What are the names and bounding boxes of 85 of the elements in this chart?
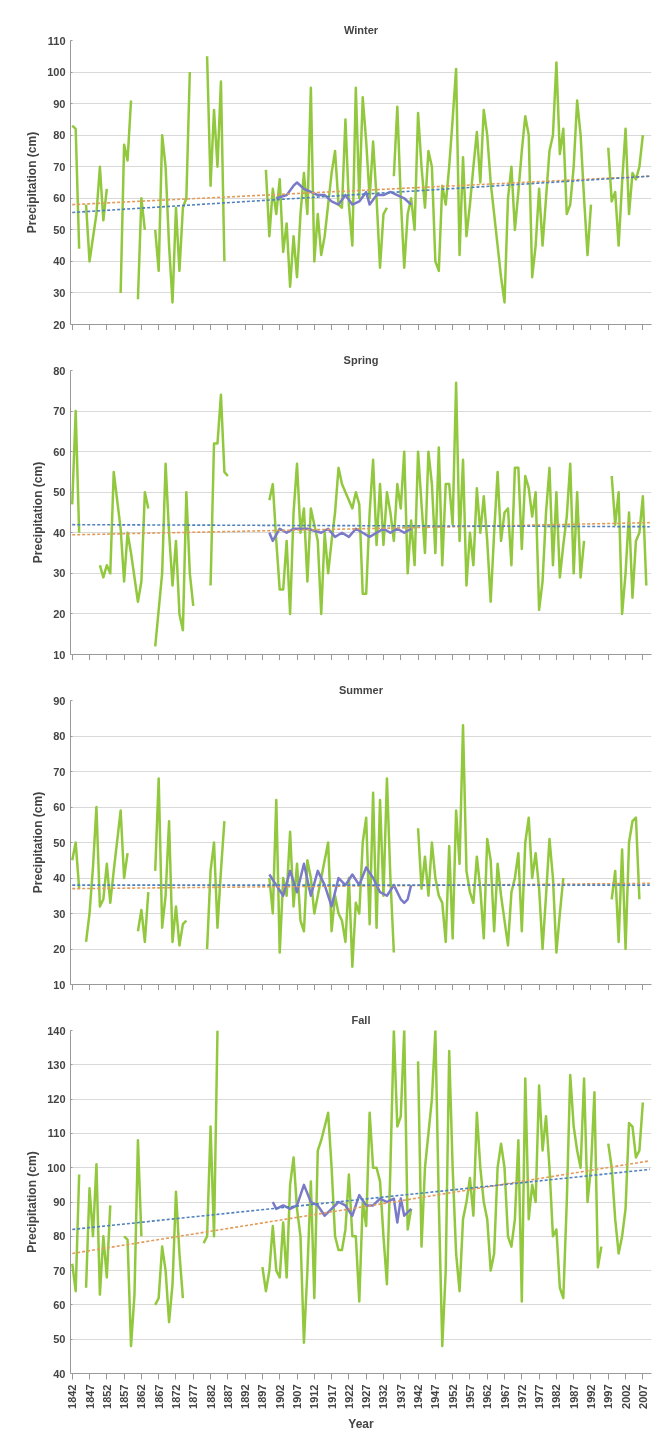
- y-axis-title: Precipitation (cm): [25, 131, 40, 234]
- x-tick-label: 1972: [515, 1384, 528, 1409]
- y-tick-label: 50: [53, 223, 66, 236]
- y-tick-label: 20: [53, 607, 66, 620]
- x-tick-label: 1902: [273, 1384, 286, 1409]
- y-tick-label: 80: [53, 730, 66, 742]
- y-tick-label: 50: [53, 1333, 66, 1346]
- y-tick-label: 60: [53, 1298, 66, 1311]
- y-tick-label: 70: [53, 765, 66, 778]
- y-tick-label: 60: [53, 801, 66, 813]
- y-tick-label: 110: [47, 1127, 66, 1140]
- x-tick-label: 1852: [100, 1384, 113, 1409]
- x-tick-label: 1927: [360, 1384, 373, 1409]
- line-series: [271, 1183, 413, 1224]
- x-tick-label: 1872: [169, 1384, 182, 1409]
- x-tick-label: 1887: [221, 1384, 234, 1409]
- chart-title: Winter: [343, 23, 379, 36]
- y-tick-label: 20: [53, 943, 66, 955]
- line-series: [275, 181, 413, 206]
- x-tick-label: 1867: [152, 1384, 165, 1409]
- chart-title: Spring: [343, 353, 379, 366]
- y-tick-label: 40: [53, 872, 66, 884]
- y-tick-label: 50: [53, 836, 66, 849]
- x-tick-label: 1967: [498, 1384, 511, 1409]
- chart-title: Fall: [351, 1013, 371, 1026]
- x-tick-label: 1912: [308, 1384, 321, 1409]
- x-tick-label: 1982: [550, 1384, 563, 1409]
- x-tick-label: 1882: [204, 1384, 217, 1409]
- y-tick-label: 70: [53, 160, 66, 173]
- x-tick-label: 1857: [118, 1384, 131, 1409]
- y-tick-label: 70: [53, 1264, 66, 1277]
- y-tick-label: 90: [53, 694, 66, 707]
- x-tick-label: 1907: [291, 1384, 304, 1409]
- y-axis-title: Precipitation (cm): [25, 1151, 40, 1253]
- x-tick-label: 1977: [533, 1384, 546, 1409]
- y-tick-label: 60: [53, 445, 66, 458]
- y-tick-label: 120: [47, 1093, 66, 1106]
- y-axis-title: Precipitation (cm): [31, 461, 46, 564]
- y-tick-label: 90: [53, 97, 66, 110]
- x-tick-label: 1937: [394, 1384, 407, 1409]
- x-tick-label: 1892: [239, 1384, 252, 1409]
- x-tick-label: 1987: [567, 1384, 580, 1409]
- x-tick-label: 1862: [135, 1384, 148, 1409]
- y-tick-label: 70: [53, 405, 66, 418]
- y-tick-label: 20: [53, 318, 66, 331]
- line-series: [268, 862, 413, 908]
- x-tick-label: 1942: [412, 1384, 425, 1409]
- x-tick-label: 1947: [429, 1384, 442, 1409]
- y-tick-label: 80: [53, 1230, 66, 1243]
- x-tick-label: 1917: [325, 1384, 338, 1409]
- y-axis-title: Precipitation (cm): [31, 791, 46, 894]
- x-tick-label: 1877: [187, 1384, 200, 1409]
- y-tick-label: 130: [47, 1058, 66, 1071]
- x-tick-label: 1842: [66, 1384, 79, 1409]
- x-axis-title: Year: [348, 1416, 375, 1431]
- x-tick-label: 1952: [446, 1384, 459, 1409]
- x-tick-label: 2007: [636, 1384, 649, 1409]
- y-tick-label: 80: [53, 364, 66, 377]
- y-tick-label: 100: [47, 66, 66, 79]
- y-tick-label: 40: [53, 255, 66, 268]
- x-tick-label: 2002: [619, 1384, 632, 1409]
- y-tick-label: 90: [53, 1196, 66, 1208]
- x-tick-label: 1847: [83, 1384, 96, 1409]
- y-tick-label: 80: [53, 129, 66, 142]
- y-tick-label: 140: [47, 1024, 66, 1037]
- y-tick-label: 60: [53, 192, 66, 205]
- x-tick-label: 1957: [463, 1384, 476, 1409]
- x-tick-label: 1962: [481, 1384, 494, 1409]
- chart-title: Summer: [338, 683, 384, 696]
- y-tick-label: 50: [53, 486, 66, 499]
- x-tick-label: 1932: [377, 1384, 390, 1409]
- x-tick-label: 1922: [342, 1384, 355, 1409]
- y-tick-label: 100: [47, 1161, 66, 1174]
- y-tick-label: 40: [53, 1367, 66, 1380]
- y-tick-label: 40: [53, 526, 66, 539]
- y-tick-label: 10: [53, 978, 66, 991]
- y-tick-label: 30: [53, 286, 66, 299]
- x-tick-label: 1997: [602, 1384, 615, 1409]
- line-series: [268, 527, 413, 543]
- y-tick-label: 30: [53, 567, 66, 580]
- x-tick-label: 1992: [584, 1384, 597, 1409]
- y-tick-label: 10: [53, 648, 66, 661]
- y-tick-label: 30: [53, 907, 66, 920]
- y-tick-label: 110: [47, 34, 66, 47]
- x-tick-label: 1897: [256, 1384, 269, 1409]
